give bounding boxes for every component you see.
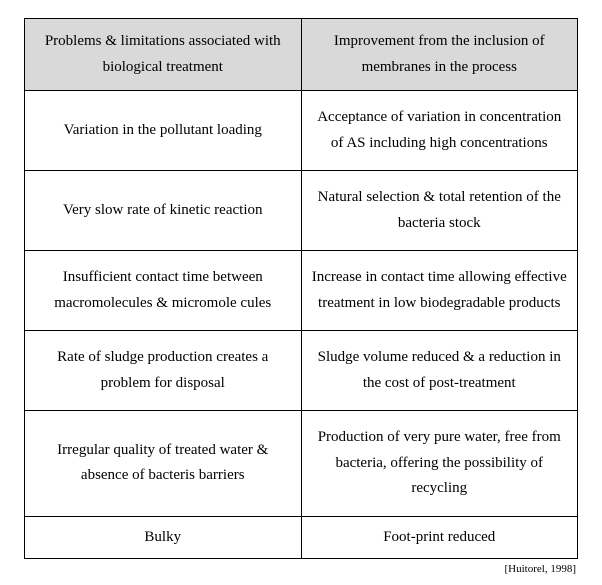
cell-improvement: Increase in contact time allowing effect… [301, 251, 578, 331]
table-row: Very slow rate of kinetic reaction Natur… [25, 171, 578, 251]
citation-text: [Huitorel, 1998] [24, 563, 578, 575]
table-row: Insufficient contact time between macrom… [25, 251, 578, 331]
cell-improvement: Natural selection & total retention of t… [301, 171, 578, 251]
cell-problem: Very slow rate of kinetic reaction [25, 171, 302, 251]
table-row: Irregular quality of treated water & abs… [25, 411, 578, 517]
header-col-1: Problems & limitations associated with b… [25, 19, 302, 91]
comparison-table: Problems & limitations associated with b… [24, 18, 578, 559]
table-row: Variation in the pollutant loading Accep… [25, 91, 578, 171]
cell-improvement: Sludge volume reduced & a reduction in t… [301, 331, 578, 411]
cell-problem: Irregular quality of treated water & abs… [25, 411, 302, 517]
cell-problem: Bulky [25, 516, 302, 559]
table-row: Rate of sludge production creates a prob… [25, 331, 578, 411]
table-header-row: Problems & limitations associated with b… [25, 19, 578, 91]
cell-problem: Variation in the pollutant loading [25, 91, 302, 171]
table-row: Bulky Foot-print reduced [25, 516, 578, 559]
header-col-2: Improvement from the inclusion of membra… [301, 19, 578, 91]
cell-problem: Insufficient contact time between macrom… [25, 251, 302, 331]
cell-improvement: Foot-print reduced [301, 516, 578, 559]
cell-problem: Rate of sludge production creates a prob… [25, 331, 302, 411]
cell-improvement: Acceptance of variation in concentration… [301, 91, 578, 171]
table-body: Variation in the pollutant loading Accep… [25, 91, 578, 559]
cell-improvement: Production of very pure water, free from… [301, 411, 578, 517]
